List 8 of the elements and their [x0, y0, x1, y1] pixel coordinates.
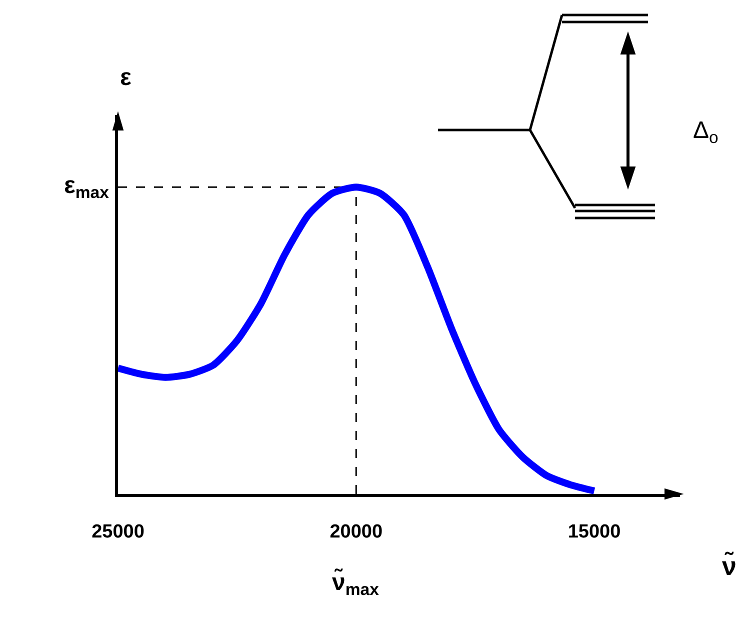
text: Δ$_{o}$: [693, 117, 718, 148]
text: ν̃$_{max}$: [332, 568, 380, 600]
text: ε$_{max}$: [64, 172, 110, 202]
x-tick-label: 15000: [568, 522, 621, 543]
x-tick-label: 20000: [330, 522, 383, 543]
x-tick-label: 25000: [92, 522, 144, 543]
x-axis-title: ν̃: [722, 551, 736, 581]
y-axis-title: ε: [120, 64, 132, 91]
